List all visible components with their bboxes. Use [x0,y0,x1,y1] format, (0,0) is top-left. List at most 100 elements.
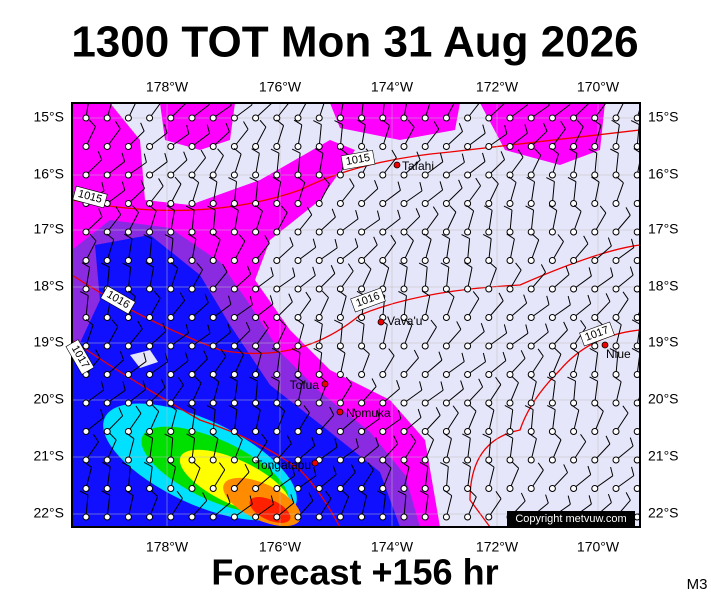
wind-barb [148,204,157,212]
wind-station [548,456,556,464]
wind-barb [144,433,153,439]
wind-station [167,114,175,122]
wind-station [464,200,472,207]
wind-barb [525,324,529,334]
wind-barb [149,361,168,375]
wind-barb [261,433,268,442]
wind-barb [573,153,578,176]
place-marker [336,408,344,416]
wind-barb [361,268,372,290]
wind-barb [97,151,103,160]
wind-station [548,200,556,207]
wind-barb [127,413,142,432]
wind-barb [170,498,183,518]
wind-barb [424,359,443,375]
wind-station [442,371,450,378]
wind-barb [504,404,513,411]
wind-barb [398,291,407,297]
wind-barb [445,438,452,461]
wind-station [400,114,408,122]
wind-barb [85,389,105,404]
wind-station [188,342,196,350]
wind-barb [238,233,246,242]
place-marker [377,318,385,326]
wind-barb [297,103,307,119]
wind-station [442,399,450,407]
wind-barb [127,495,134,518]
wind-station [612,228,620,236]
wind-barb [191,210,195,233]
wind-station [548,285,556,293]
wind-barb [528,433,537,440]
wind-barb [503,205,513,211]
wind-barb [163,124,168,134]
wind-barb [200,149,207,158]
wind-barb [164,352,169,362]
wind-barb [150,490,158,497]
wind-barb [426,433,434,441]
wind-barb [149,466,153,489]
wind-barb [345,376,353,385]
wind-barb [106,495,111,518]
wind-barb [509,358,526,375]
wind-station [273,257,281,264]
wind-barb [482,124,486,134]
wind-station [570,171,578,179]
wind-barb [143,352,147,362]
wind-barb [95,349,101,358]
wind-barb [375,437,380,447]
wind-barb [191,500,208,518]
wind-station [103,342,111,350]
wind-station [485,485,493,492]
wind-barb [206,405,216,411]
place-marker [601,341,609,349]
wind-barb [416,151,421,161]
wind-barb [158,178,164,187]
wind-barb [321,290,329,298]
wind-barb [251,148,260,154]
wind-station [230,456,238,464]
wind-barb [81,262,90,268]
wind-station [570,485,578,492]
wind-station [273,285,281,293]
wind-station [103,257,111,264]
wind-station [209,257,217,264]
wind-station [294,143,302,150]
wind-station [315,143,323,150]
wind-barb [211,376,220,383]
wind-barb [573,275,592,290]
wind-barb [552,274,570,290]
wind-barb [371,378,377,387]
wind-barb [212,131,230,147]
wind-barb [509,302,527,318]
wind-barb [233,409,238,432]
wind-station [124,485,132,492]
wind-station [146,171,154,179]
wind-barb [530,130,548,147]
wind-station [591,485,599,492]
wind-station [252,257,260,264]
wind-station [188,143,196,150]
wind-station [103,428,111,435]
wind-barb [393,435,399,445]
wind-station [527,171,535,179]
wind-barb [482,234,492,240]
wind-barb [174,176,182,185]
wind-barb [509,132,528,147]
wind-barb [191,302,209,318]
wind-barb [252,404,261,411]
wind-barb [482,352,487,362]
wind-barb [191,467,201,489]
lat-label: 21°S [33,448,64,464]
wind-station [336,143,344,150]
wind-barb [594,301,611,318]
lon-label: 178°W [146,79,189,95]
wind-barb [462,433,471,439]
wind-station [570,228,578,236]
wind-station [358,371,366,378]
wind-barb [615,274,634,290]
wind-barb [587,294,592,304]
wind-station [336,456,344,464]
wind-station [358,456,366,464]
wind-station [103,513,111,521]
